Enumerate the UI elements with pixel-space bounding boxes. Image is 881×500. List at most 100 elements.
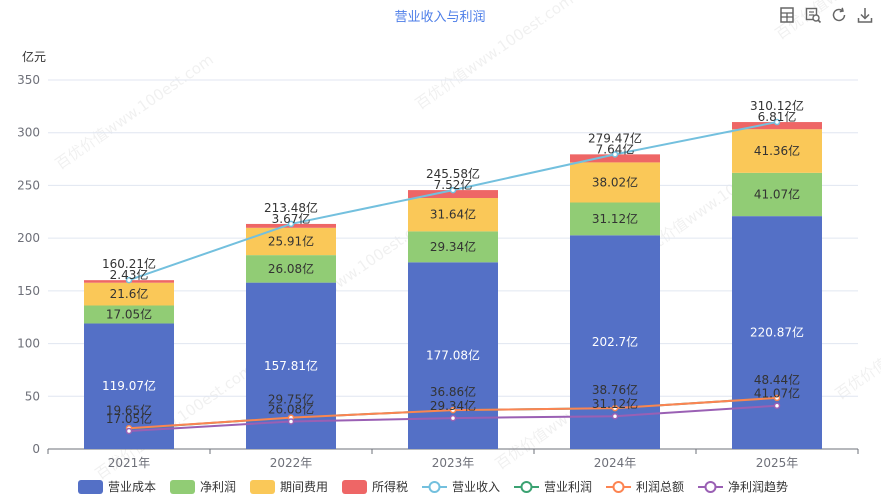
y-tick-label: 350 [17,73,40,87]
line-data-label: 31.12亿 [592,396,638,411]
download-icon[interactable] [855,5,875,25]
x-tick-label: 2023年 [432,456,475,470]
legend-marker-revenue_line [428,481,441,493]
y-tick-label: 50 [25,389,40,403]
y-tick-label: 0 [32,442,40,456]
point-net_trend_line [125,427,133,435]
line-data-label: 279.47亿 [588,130,642,145]
x-tick-label: 2025年 [756,456,799,470]
line-data-label: 36.86亿 [430,384,476,399]
legend-label: 营业收入 [452,480,500,494]
line-data-label: 19.65亿 [106,402,152,417]
line-data-label: 17.05亿 [106,411,152,426]
line-data-label: 160.21亿 [102,256,156,271]
bar-tax [408,190,498,199]
line-data-label: 310.12亿 [750,98,804,113]
legend-label: 利润总额 [636,480,684,494]
bar-net_profit [732,172,822,217]
data-label: 7.64亿 [596,141,635,156]
bar-expense [570,162,660,203]
legend-marker-op_profit_line [520,481,533,493]
x-tick-label: 2022年 [270,456,313,470]
point-net_trend_line [449,414,457,422]
line-data-label: 245.58亿 [426,166,480,181]
point-revenue_line [125,276,133,284]
legend-label: 净利润 [200,480,236,494]
legend-swatch-net_profit [170,480,195,494]
bar-expense [84,282,174,306]
bar-cost [732,216,822,449]
data-label: 119.07亿 [102,378,156,393]
restore-icon[interactable] [829,5,849,25]
y-tick-label: 150 [17,284,40,298]
y-tick-label: 300 [17,126,40,140]
data-label: 17.05亿 [106,306,152,321]
bar-tax [570,154,660,163]
data-label: 177.08亿 [426,348,480,363]
data-label: 38.02亿 [592,174,638,189]
data-label: 21.6亿 [110,286,149,301]
chart-title: 营业收入与利润 [394,10,485,25]
x-tick-label: 2024年 [594,456,637,470]
data-view-icon[interactable] [777,5,797,25]
legend-swatch-tax [342,480,367,494]
point-total_profit_line [449,406,457,414]
data-label: 157.81亿 [264,358,318,373]
data-label: 41.36亿 [754,143,800,158]
line-data-label: 48.44亿 [754,372,800,387]
bar-net_profit [246,255,336,283]
bar-net_profit [408,231,498,263]
point-net_trend_line [773,402,781,409]
legend-swatch-cost [78,480,103,494]
legend-marker-net_trend_line [704,481,717,493]
point-net_trend_line [611,412,619,420]
data-label: 7.52亿 [434,177,473,192]
point-total_profit_line [611,404,619,412]
bar-expense [246,227,336,256]
line-data-label: 41.07亿 [754,386,800,401]
bar-tax [732,122,822,130]
x-tick-label: 2021年 [108,456,151,470]
y-axis-label: 亿元 [22,49,46,64]
line-data-label: 213.48亿 [264,200,318,215]
data-label: 220.87亿 [750,325,804,340]
data-label: 31.12亿 [592,211,638,226]
data-label: 25.91亿 [268,233,314,248]
legend-label: 营业利润 [544,480,592,494]
watermark-text: 百优价值www.100est.com [832,280,881,403]
line-data-label: 26.08亿 [268,402,314,417]
bar-net_profit [84,305,174,324]
line-data-label: 29.75亿 [268,392,314,407]
bar-net_profit [570,202,660,236]
bar-expense [408,198,498,232]
y-tick-label: 200 [17,231,40,245]
line-data-label: 29.34亿 [430,398,476,413]
legend-label: 营业成本 [108,480,156,494]
data-label: 202.7亿 [592,334,638,349]
data-label: 6.81亿 [758,109,797,124]
point-revenue_line [773,118,781,126]
data-label: 41.07亿 [754,186,800,201]
data-label: 31.64亿 [430,207,476,222]
zoom-icon[interactable] [803,5,823,25]
data-label: 3.67亿 [272,211,311,226]
data-label: 2.43亿 [110,267,149,282]
point-revenue_line [287,220,295,228]
legend-label: 所得税 [372,479,408,494]
chart-toolbar [777,5,875,25]
data-label: 29.34亿 [430,239,476,254]
y-tick-label: 250 [17,178,40,192]
legend-marker-total_profit_line [612,481,625,493]
watermark-text: 百优价值www.100est.com [52,50,217,173]
point-net_trend_line [287,418,295,425]
point-revenue_line [611,151,619,158]
legend-label: 期间费用 [280,480,328,494]
legend-label: 净利润趋势 [728,480,788,494]
line-data-label: 38.76亿 [592,382,638,397]
point-total_profit_line [773,394,781,402]
point-revenue_line [449,186,457,194]
data-label: 26.08亿 [268,261,314,276]
y-tick-label: 100 [17,337,40,351]
